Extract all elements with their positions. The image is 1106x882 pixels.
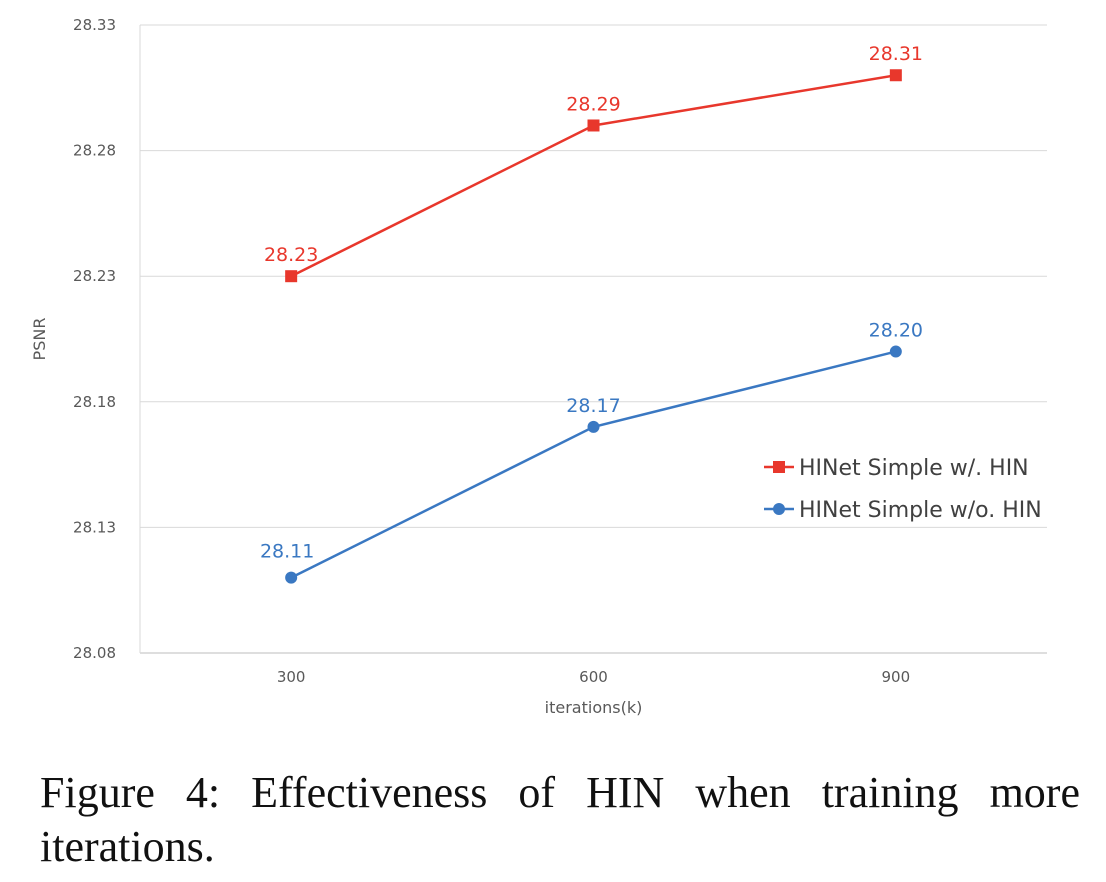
axes: 28.08 28.13 28.18 28.23 28.28 28.33 300 600 900 i…	[30, 16, 910, 717]
y-tick-label-28.08: 28.08	[73, 644, 116, 662]
y-tick-label-28.28: 28.28	[73, 142, 116, 160]
data-labels: 28.23 28.29 28.31 28.11 28.17 28.20	[260, 43, 923, 562]
legend-marker-2	[773, 503, 785, 515]
y-tick-label-28.18: 28.18	[73, 393, 116, 411]
x-tick-label-900: 900	[882, 668, 911, 686]
series-1-point-600	[587, 119, 600, 132]
data-label-s2-600: 28.17	[566, 395, 620, 417]
x-tick-label-300: 300	[277, 668, 306, 686]
y-axis-title: PSNR	[30, 318, 49, 361]
y-tick-label-28.33: 28.33	[73, 16, 116, 34]
legend-label-2: HINet Simple w/o. HIN	[799, 498, 1042, 523]
legend: HINet Simple w/. HIN HINet Simple w/o. HI…	[764, 456, 1042, 523]
y-tick-label-28.23: 28.23	[73, 267, 116, 285]
y-tick-label-28.13: 28.13	[73, 518, 116, 536]
series-layer	[285, 69, 902, 584]
figure-caption: Figure 4: Effectiveness of HIN when trai…	[40, 768, 1080, 871]
x-tick-label-600: 600	[579, 668, 608, 686]
series-2-point-300	[285, 571, 298, 584]
data-label-s2-300: 28.11	[260, 541, 314, 563]
data-label-s1-300: 28.23	[264, 244, 318, 266]
legend-marker-1	[773, 461, 785, 473]
data-label-s1-600: 28.29	[566, 93, 620, 115]
data-label-s1-900: 28.31	[869, 43, 923, 65]
data-label-s2-900: 28.20	[869, 320, 923, 342]
legend-label-1: HINet Simple w/. HIN	[799, 456, 1029, 481]
series-1-point-300	[285, 270, 298, 283]
series-2-point-900	[889, 345, 902, 358]
psnr-line-chart: 28.08 28.13 28.18 28.23 28.28 28.33 300 600 900 i…	[30, 16, 1047, 717]
x-axis-title: iterations(k)	[545, 698, 643, 717]
series-1-point-900	[889, 69, 902, 82]
series-2-point-600	[587, 420, 600, 433]
